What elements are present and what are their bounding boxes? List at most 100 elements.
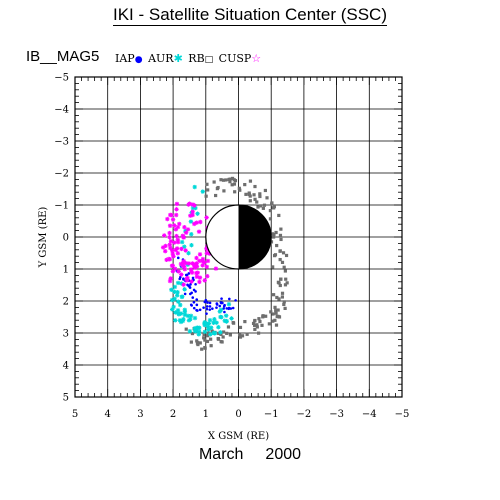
cusp-marker: [184, 276, 190, 281]
aur-marker: [178, 319, 184, 325]
cusp-marker: [174, 201, 180, 207]
cusp-marker: [181, 259, 187, 264]
iap-marker: [228, 297, 231, 301]
y-tick-label: 3: [63, 329, 69, 340]
aur-marker: [180, 294, 185, 299]
cusp-marker: [196, 229, 202, 234]
rb-marker: [203, 346, 207, 350]
rb-marker: [256, 205, 260, 209]
cusp-marker: [179, 246, 184, 252]
rb-marker: [221, 178, 226, 182]
aur-marker: [178, 311, 184, 316]
x-tick-label: 2: [170, 409, 176, 420]
aur-marker: [202, 329, 208, 335]
aur-marker: [197, 325, 202, 331]
rb-marker: [262, 203, 267, 207]
rb-marker: [270, 232, 274, 236]
rb-marker: [274, 309, 278, 313]
cusp-marker: [204, 251, 209, 256]
x-tick-label: 1: [203, 409, 209, 420]
rb-marker: [216, 336, 220, 341]
rb-marker: [189, 340, 193, 344]
cusp-marker: [195, 270, 200, 275]
iap-marker: [208, 301, 212, 305]
iap-marker: [190, 304, 193, 307]
cusp-marker: [181, 264, 187, 269]
rb-marker: [248, 199, 252, 203]
iap-marker: [225, 307, 229, 310]
rb-marker: [279, 277, 283, 281]
cusp-marker: [175, 224, 181, 230]
cusp-marker: [197, 275, 203, 280]
cusp-marker: [197, 279, 202, 285]
rb-marker: [283, 269, 287, 273]
iap-marker: [203, 300, 207, 304]
y-tick-label: 5: [63, 393, 69, 404]
rb-marker: [238, 188, 242, 192]
rb-marker: [238, 333, 242, 337]
cusp-marker: [167, 242, 172, 247]
cusp-marker: [167, 234, 172, 240]
cusp-marker: [194, 264, 200, 269]
aur-marker: [189, 242, 194, 248]
rb-marker: [265, 196, 269, 200]
rb-marker: [258, 194, 262, 199]
aur-marker: [205, 324, 211, 329]
rb-marker: [233, 190, 237, 194]
iap-marker: [222, 307, 225, 310]
cusp-marker: [172, 266, 178, 271]
rb-marker: [275, 243, 279, 248]
cusp-marker: [202, 260, 207, 265]
rb-marker: [230, 176, 235, 181]
x-tick-label: 3: [137, 409, 143, 420]
aur-marker: [189, 232, 194, 237]
aur-marker: [222, 318, 227, 323]
rb-marker: [280, 260, 285, 265]
rb-marker: [269, 310, 273, 314]
aur-marker: [192, 326, 197, 331]
plot-frame: [74, 76, 403, 398]
y-tick-label: −2: [54, 169, 69, 180]
iap-marker: [183, 292, 187, 296]
x-tick-label: −2: [297, 409, 312, 420]
cusp-marker: [160, 245, 166, 250]
earth-night-side: [238, 205, 272, 269]
iap-marker: [188, 286, 192, 289]
rb-marker: [248, 194, 252, 198]
aur-marker: [224, 313, 229, 318]
aur-marker: [170, 307, 175, 312]
rb-marker: [184, 327, 188, 331]
rb-marker: [261, 206, 265, 210]
x-axis-title: X GSM (RE): [208, 431, 269, 442]
rb-marker: [257, 317, 261, 321]
rb-marker: [278, 233, 283, 237]
rb-marker: [258, 319, 262, 324]
rb-marker: [215, 186, 219, 191]
rb-marker: [232, 182, 237, 186]
iap-marker: [227, 307, 231, 311]
cusp-marker: [167, 278, 173, 284]
rb-marker: [253, 323, 257, 327]
rb-marker: [271, 312, 275, 316]
cusp-marker: [213, 266, 219, 271]
iap-marker: [187, 272, 191, 275]
aur-marker: [224, 319, 229, 324]
iap-marker: [231, 306, 235, 310]
x-tick-label: 5: [72, 409, 78, 420]
cusp-marker: [202, 278, 207, 283]
aur-marker: [175, 280, 181, 286]
aur-marker: [175, 308, 181, 313]
cusp-marker: [190, 212, 195, 218]
rb-marker: [203, 338, 207, 342]
cusp-marker: [188, 213, 193, 218]
cusp-marker: [173, 227, 179, 232]
cusp-marker: [167, 230, 172, 236]
cusp-marker: [178, 261, 184, 267]
aur-marker: [200, 189, 205, 194]
cusp-marker: [163, 249, 168, 254]
cusp-marker: [167, 223, 173, 228]
rb-marker: [259, 204, 263, 208]
rb-marker: [245, 332, 249, 336]
aur-marker: [195, 211, 200, 216]
